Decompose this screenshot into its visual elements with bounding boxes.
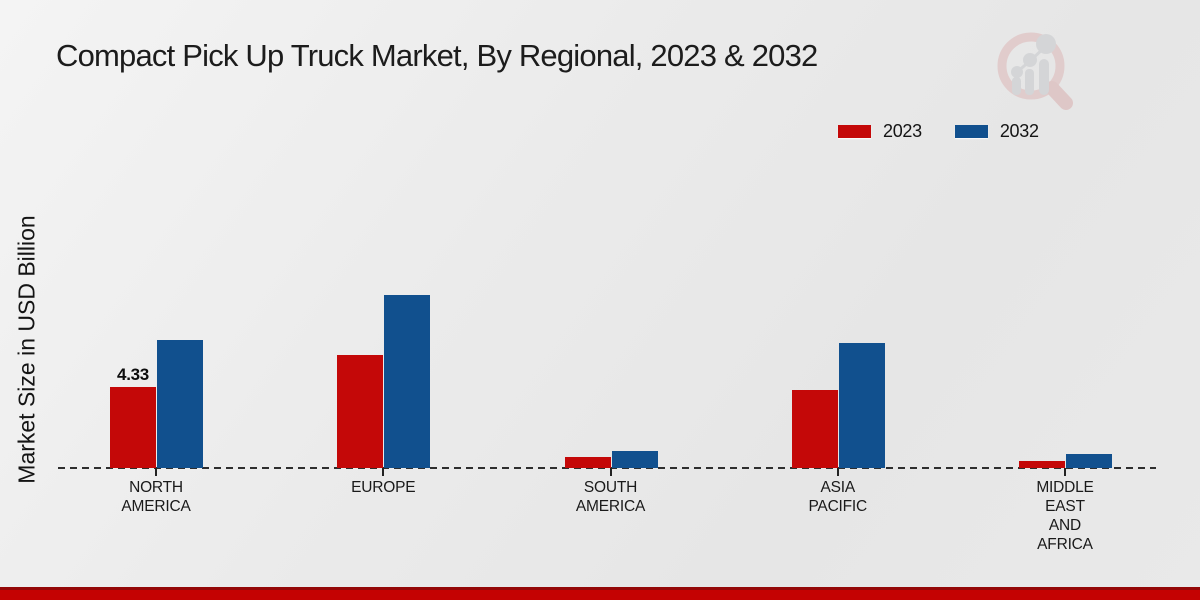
footer-accent-bar <box>0 587 1200 600</box>
bar-2023-europe <box>337 355 384 468</box>
bar-2032-middle-east-and-africa <box>1066 454 1112 468</box>
x-axis-tick-asia-pacific <box>836 468 839 476</box>
x-axis-tick-north-america <box>155 468 157 476</box>
bar-2032-north-america <box>157 340 203 468</box>
x-axis-tick-europe <box>382 468 385 476</box>
x-axis-baseline <box>58 467 1156 469</box>
bar-2023-north-america <box>110 387 156 468</box>
magnifier-bar-chart-logo-icon <box>997 32 1073 110</box>
legend-item-2023: 2023 <box>838 121 922 142</box>
category-label-north-america: NORTH AMERICA <box>121 479 191 515</box>
bar-2032-europe <box>384 295 431 468</box>
bar-2032-asia-pacific <box>838 343 885 468</box>
x-axis-tick-middle-east-and-africa <box>1064 468 1066 476</box>
data-label-2023-north-america: 4.33 <box>117 365 149 384</box>
bar-2023-middle-east-and-africa <box>1019 461 1065 468</box>
legend-swatch-2023 <box>838 125 871 138</box>
category-label-south-america: SOUTH AMERICA <box>575 479 646 515</box>
bar-2023-south-america <box>564 457 611 468</box>
bar-2032-south-america <box>611 451 658 468</box>
x-axis-tick-south-america <box>609 468 612 476</box>
legend-label-2023: 2023 <box>883 121 922 141</box>
legend-swatch-2032 <box>954 125 988 138</box>
category-label-europe: EUROPE <box>351 479 416 496</box>
legend: 2023 2032 <box>838 121 1039 142</box>
category-label-asia-pacific: ASIA PACIFIC <box>808 479 868 515</box>
legend-label-2032: 2032 <box>999 121 1039 141</box>
bar-2023-asia-pacific <box>791 390 838 468</box>
legend-item-2032: 2032 <box>954 121 1039 142</box>
chart-title: Compact Pick Up Truck Market, By Regiona… <box>56 38 818 73</box>
category-label-middle-east-and-africa: MIDDLE EAST AND AFRICA <box>1036 479 1094 553</box>
